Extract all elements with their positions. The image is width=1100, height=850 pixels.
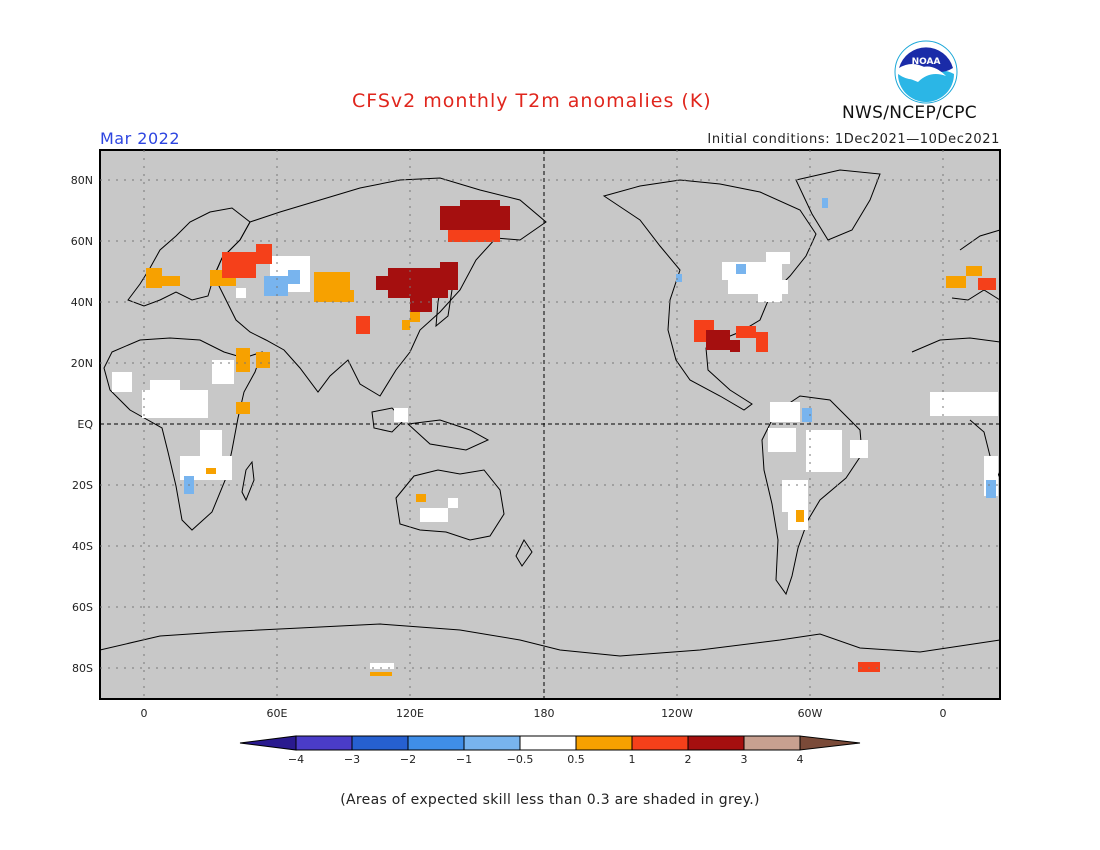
equator-dateline — [100, 150, 1000, 699]
lat-label: 40N — [71, 296, 93, 309]
anomaly-2-3 — [376, 200, 740, 352]
anomaly-1-2 — [222, 228, 996, 672]
colorbar-arrow-high — [799, 735, 861, 751]
colorbar-tick-label: −0.5 — [507, 753, 534, 766]
colorbar-tick-label: −3 — [344, 753, 360, 766]
noaa-logo: NOAA — [894, 40, 958, 104]
chart-title: CFSv2 monthly T2m anomalies (K) — [352, 90, 712, 112]
valid-month: Mar 2022 — [100, 129, 180, 148]
lon-label: 60E — [267, 707, 288, 720]
colorbar-tick-label: 1 — [629, 753, 636, 766]
lat-label: 20N — [71, 357, 93, 370]
colorbar-bin — [295, 735, 353, 751]
agency-label: NWS/NCEP/CPC — [842, 103, 977, 123]
lat-label: 60N — [71, 235, 93, 248]
colorbar-bin — [631, 735, 689, 751]
colorbar-legend: −4 −3 −2 −1 −0.5 0.5 1 2 3 4 — [239, 735, 861, 766]
lat-label: 80N — [71, 174, 93, 187]
colorbar-tick-label: 0.5 — [567, 753, 585, 766]
lon-label: 0 — [940, 707, 947, 720]
colorbar-tick-label: 2 — [685, 753, 692, 766]
colorbar-bin — [351, 735, 409, 751]
lat-label: EQ — [77, 418, 93, 431]
lon-label: 60W — [798, 707, 823, 720]
colorbar-tick-label: 3 — [741, 753, 748, 766]
colorbar-bin — [463, 735, 521, 751]
colorbar-tick-label: 4 — [797, 753, 804, 766]
lat-label: 40S — [72, 540, 93, 553]
lat-label: 60S — [72, 601, 93, 614]
colorbar-bin — [407, 735, 465, 751]
colorbar-bin — [743, 735, 801, 751]
longitude-labels: 0 60E 120E 180 120W 60W 0 — [141, 707, 947, 720]
lon-label: 180 — [534, 707, 555, 720]
colorbar-bin — [687, 735, 745, 751]
noaa-logo-text: NOAA — [912, 57, 941, 67]
colorbar-bin — [519, 735, 577, 751]
lat-label: 20S — [72, 479, 93, 492]
skill-footnote: (Areas of expected skill less than 0.3 a… — [340, 792, 760, 808]
lon-label: 120W — [661, 707, 693, 720]
colorbar-tick-label: −2 — [400, 753, 416, 766]
lon-label: 0 — [141, 707, 148, 720]
lon-label: 120E — [396, 707, 424, 720]
gridlines — [100, 150, 1000, 699]
initial-conditions: Initial conditions: 1Dec2021—10Dec2021 — [707, 132, 1000, 147]
lat-label: 80S — [72, 662, 93, 675]
latitude-labels: 80N 60N 40N 20N EQ 20S 40S 60S 80S — [71, 174, 94, 675]
colorbar-arrow-low — [239, 735, 297, 751]
colorbar-tick-label: −1 — [456, 753, 472, 766]
colorbar-tick-label: −4 — [288, 753, 304, 766]
colorbar-bin — [575, 735, 633, 751]
anomaly-map: 80N 60N 40N 20N EQ 20S 40S 60S 80S 0 60E… — [71, 149, 1001, 766]
